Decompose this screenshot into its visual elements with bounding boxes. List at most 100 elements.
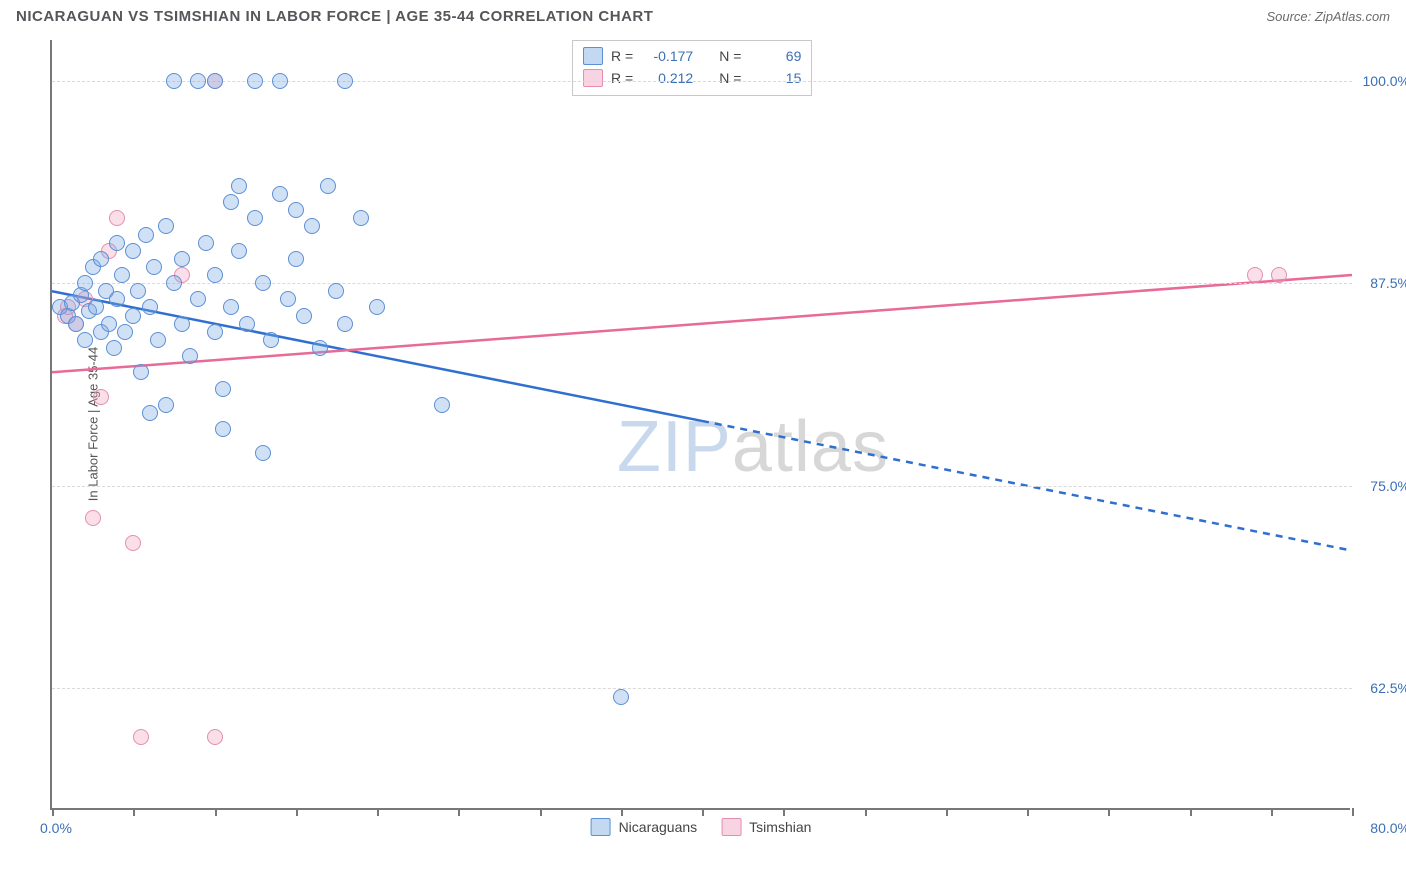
x-tick xyxy=(377,808,379,816)
data-point-blue xyxy=(125,243,141,259)
data-point-blue xyxy=(68,316,84,332)
n-label-2: N = xyxy=(719,70,741,86)
correlation-legend: R = -0.177 N = 69 R = 0.212 N = 15 xyxy=(572,40,812,96)
data-point-blue xyxy=(247,73,263,89)
legend-item-blue: Nicaraguans xyxy=(591,818,698,836)
data-point-blue xyxy=(146,259,162,275)
data-point-pink xyxy=(133,729,149,745)
data-point-blue xyxy=(231,243,247,259)
data-point-blue xyxy=(93,251,109,267)
data-point-blue xyxy=(138,227,154,243)
data-point-blue xyxy=(613,689,629,705)
swatch-blue-2 xyxy=(591,818,611,836)
data-point-blue xyxy=(133,364,149,380)
data-point-blue xyxy=(247,210,263,226)
data-point-blue xyxy=(296,308,312,324)
gridline-h xyxy=(52,283,1352,284)
data-point-blue xyxy=(288,251,304,267)
legend-row-blue: R = -0.177 N = 69 xyxy=(583,45,801,67)
data-point-blue xyxy=(288,202,304,218)
data-point-blue xyxy=(369,299,385,315)
legend-item-pink: Tsimshian xyxy=(721,818,811,836)
data-point-blue xyxy=(109,235,125,251)
data-point-blue xyxy=(280,291,296,307)
data-point-blue xyxy=(337,73,353,89)
data-point-blue xyxy=(263,332,279,348)
plot-area: In Labor Force | Age 35-44 ZIPatlas R = … xyxy=(50,40,1350,810)
y-axis-title: In Labor Force | Age 35-44 xyxy=(86,347,101,501)
data-point-blue xyxy=(174,251,190,267)
data-point-blue xyxy=(142,299,158,315)
data-point-pink xyxy=(207,729,223,745)
data-point-pink xyxy=(85,510,101,526)
x-tick xyxy=(52,808,54,816)
data-point-pink xyxy=(93,389,109,405)
x-origin-label: 0.0% xyxy=(40,820,72,836)
y-tick-label: 62.5% xyxy=(1355,680,1406,696)
data-point-pink xyxy=(1247,267,1263,283)
blue-n-value: 69 xyxy=(749,48,801,64)
data-point-blue xyxy=(223,194,239,210)
data-point-blue xyxy=(198,235,214,251)
data-point-blue xyxy=(353,210,369,226)
chart-container: In Labor Force | Age 35-44 ZIPatlas R = … xyxy=(50,40,1390,830)
x-tick xyxy=(458,808,460,816)
y-tick-label: 87.5% xyxy=(1355,275,1406,291)
gridline-h xyxy=(52,486,1352,487)
data-point-blue xyxy=(320,178,336,194)
data-point-blue xyxy=(207,267,223,283)
r-label-2: R = xyxy=(611,70,633,86)
x-tick xyxy=(702,808,704,816)
data-point-blue xyxy=(182,348,198,364)
x-tick xyxy=(1190,808,1192,816)
data-point-blue xyxy=(304,218,320,234)
x-tick xyxy=(1352,808,1354,816)
x-tick xyxy=(540,808,542,816)
pink-r-value: 0.212 xyxy=(641,70,693,86)
data-point-pink xyxy=(109,210,125,226)
chart-title: NICARAGUAN VS TSIMSHIAN IN LABOR FORCE |… xyxy=(16,8,653,25)
data-point-blue xyxy=(174,316,190,332)
data-point-blue xyxy=(434,397,450,413)
data-point-blue xyxy=(88,299,104,315)
y-tick-label: 75.0% xyxy=(1355,478,1406,494)
pink-n-value: 15 xyxy=(749,70,801,86)
watermark-atlas: atlas xyxy=(732,407,889,487)
data-point-blue xyxy=(272,186,288,202)
data-point-blue xyxy=(328,283,344,299)
data-point-blue xyxy=(77,332,93,348)
swatch-blue xyxy=(583,47,603,65)
data-point-blue xyxy=(106,340,122,356)
data-point-blue xyxy=(166,73,182,89)
data-point-blue xyxy=(190,291,206,307)
data-point-blue xyxy=(117,324,133,340)
x-tick xyxy=(865,808,867,816)
data-point-blue xyxy=(101,316,117,332)
data-point-blue xyxy=(150,332,166,348)
x-tick xyxy=(296,808,298,816)
data-point-blue xyxy=(223,299,239,315)
data-point-blue xyxy=(337,316,353,332)
data-point-blue xyxy=(231,178,247,194)
data-point-pink xyxy=(1271,267,1287,283)
x-tick xyxy=(783,808,785,816)
data-point-pink xyxy=(125,535,141,551)
data-point-blue xyxy=(158,397,174,413)
watermark: ZIPatlas xyxy=(617,406,889,488)
data-point-blue xyxy=(255,445,271,461)
x-tick xyxy=(133,808,135,816)
x-tick xyxy=(1271,808,1273,816)
x-tick xyxy=(946,808,948,816)
data-point-blue xyxy=(125,308,141,324)
source-label: Source: ZipAtlas.com xyxy=(1266,9,1390,24)
x-tick xyxy=(1108,808,1110,816)
x-tick xyxy=(215,808,217,816)
data-point-blue xyxy=(114,267,130,283)
n-label: N = xyxy=(719,48,741,64)
swatch-pink-2 xyxy=(721,818,741,836)
blue-series-label: Nicaraguans xyxy=(619,819,698,835)
data-point-blue xyxy=(130,283,146,299)
pink-series-label: Tsimshian xyxy=(749,819,811,835)
gridline-h xyxy=(52,688,1352,689)
data-point-blue xyxy=(190,73,206,89)
